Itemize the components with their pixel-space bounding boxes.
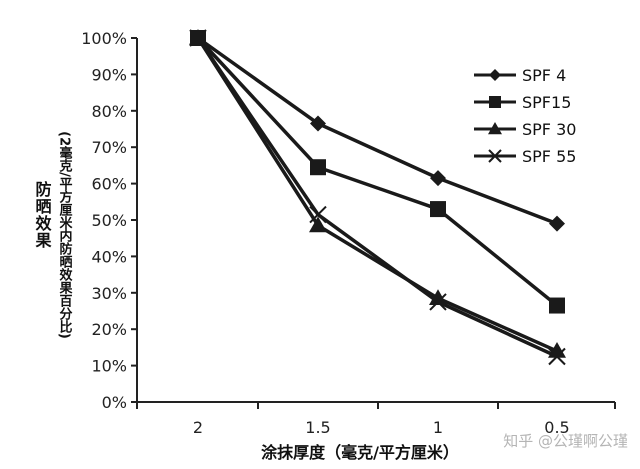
series-line-spf55 [196,37,558,359]
data-point-spf30-shape [309,216,327,233]
series-line-spf15 [196,36,559,307]
x-tick-label: 0.5 [544,418,569,437]
y-tick-label: 20% [91,320,127,339]
legend-marker-spf30 [488,122,502,135]
data-point-spf30-shape [429,289,447,306]
y-tick-label: 100% [81,29,127,48]
data-point-spf15-shape [549,297,565,314]
y-tick-label: 80% [91,102,127,121]
data-point-spf15 [310,159,326,176]
data-point-spf4-shape [549,215,565,232]
y-tick-label: 90% [91,65,127,84]
y-axis-title: 防晒效果 [33,180,53,249]
y-tick-label: 30% [91,284,127,303]
legend-marker-spf15 [489,96,501,108]
data-point-spf30 [429,289,447,306]
series-line-spf30 [196,37,558,353]
data-point-spf15-shape [430,201,446,218]
data-point-spf55-stroke-b [429,293,447,311]
data-point-spf4 [549,215,565,232]
series-layer [189,29,566,366]
legend-label-spf15: SPF15 [522,93,571,112]
data-point-spf15 [549,297,565,314]
y-tick-label: 10% [91,357,127,376]
data-point-spf15-shape [310,159,326,176]
x-axis-title: 涂抹厚度（毫克/平方厘米） [261,443,459,462]
x-tick-label: 2 [193,418,203,437]
watermark: 知乎 @公瑾啊公瑾 [503,432,628,450]
series-line-spf4 [196,36,558,226]
legend-label-spf30: SPF 30 [522,120,576,139]
y-axis-ticks: 0% 10% 20% 30% 40% 50% 60% 70% 80% 90% 100% [81,29,137,412]
y-tick-label: 60% [91,175,127,194]
y-tick-label: 0% [102,393,127,412]
legend-marker-spf4-shape [489,69,501,81]
x-tick-label: 1 [433,418,443,437]
data-point-spf30 [309,216,327,233]
data-point-spf55-stroke-b [309,205,327,224]
data-point-spf4 [430,170,446,187]
data-point-spf15 [430,201,446,218]
data-point-spf55 [548,347,566,366]
y-tick-label: 70% [91,138,127,157]
x-axis-ticks: 2 1.5 1 0.5 [136,402,616,437]
y-axis-subtitle: (2毫克/平方厘米内防晒效果百分比) [57,131,74,339]
data-point-spf55 [309,205,327,224]
data-point-spf55 [189,29,207,47]
legend-marker-spf55-stroke-b [488,149,502,163]
legend-marker-spf30-shape [488,122,502,135]
data-point-spf55 [429,293,447,311]
legend-marker-spf4 [489,69,501,81]
data-point-spf4 [310,115,326,132]
y-tick-label: 50% [91,211,127,230]
y-tick-label: 40% [91,247,127,266]
data-point-spf55-stroke-b [189,29,207,47]
legend-marker-spf55 [488,149,502,163]
legend-label-spf55: SPF 55 [522,147,576,166]
x-tick-label: 1.5 [305,418,330,437]
data-point-spf4-shape [430,170,446,187]
legend-label-spf4: SPF 4 [522,66,566,85]
data-point-spf55-stroke-b [548,347,566,366]
data-point-spf4-shape [310,115,326,132]
legend-marker-spf15-shape [489,96,501,108]
legend: SPF 4 SPF15 SPF 30 SPF 55 [474,66,576,166]
